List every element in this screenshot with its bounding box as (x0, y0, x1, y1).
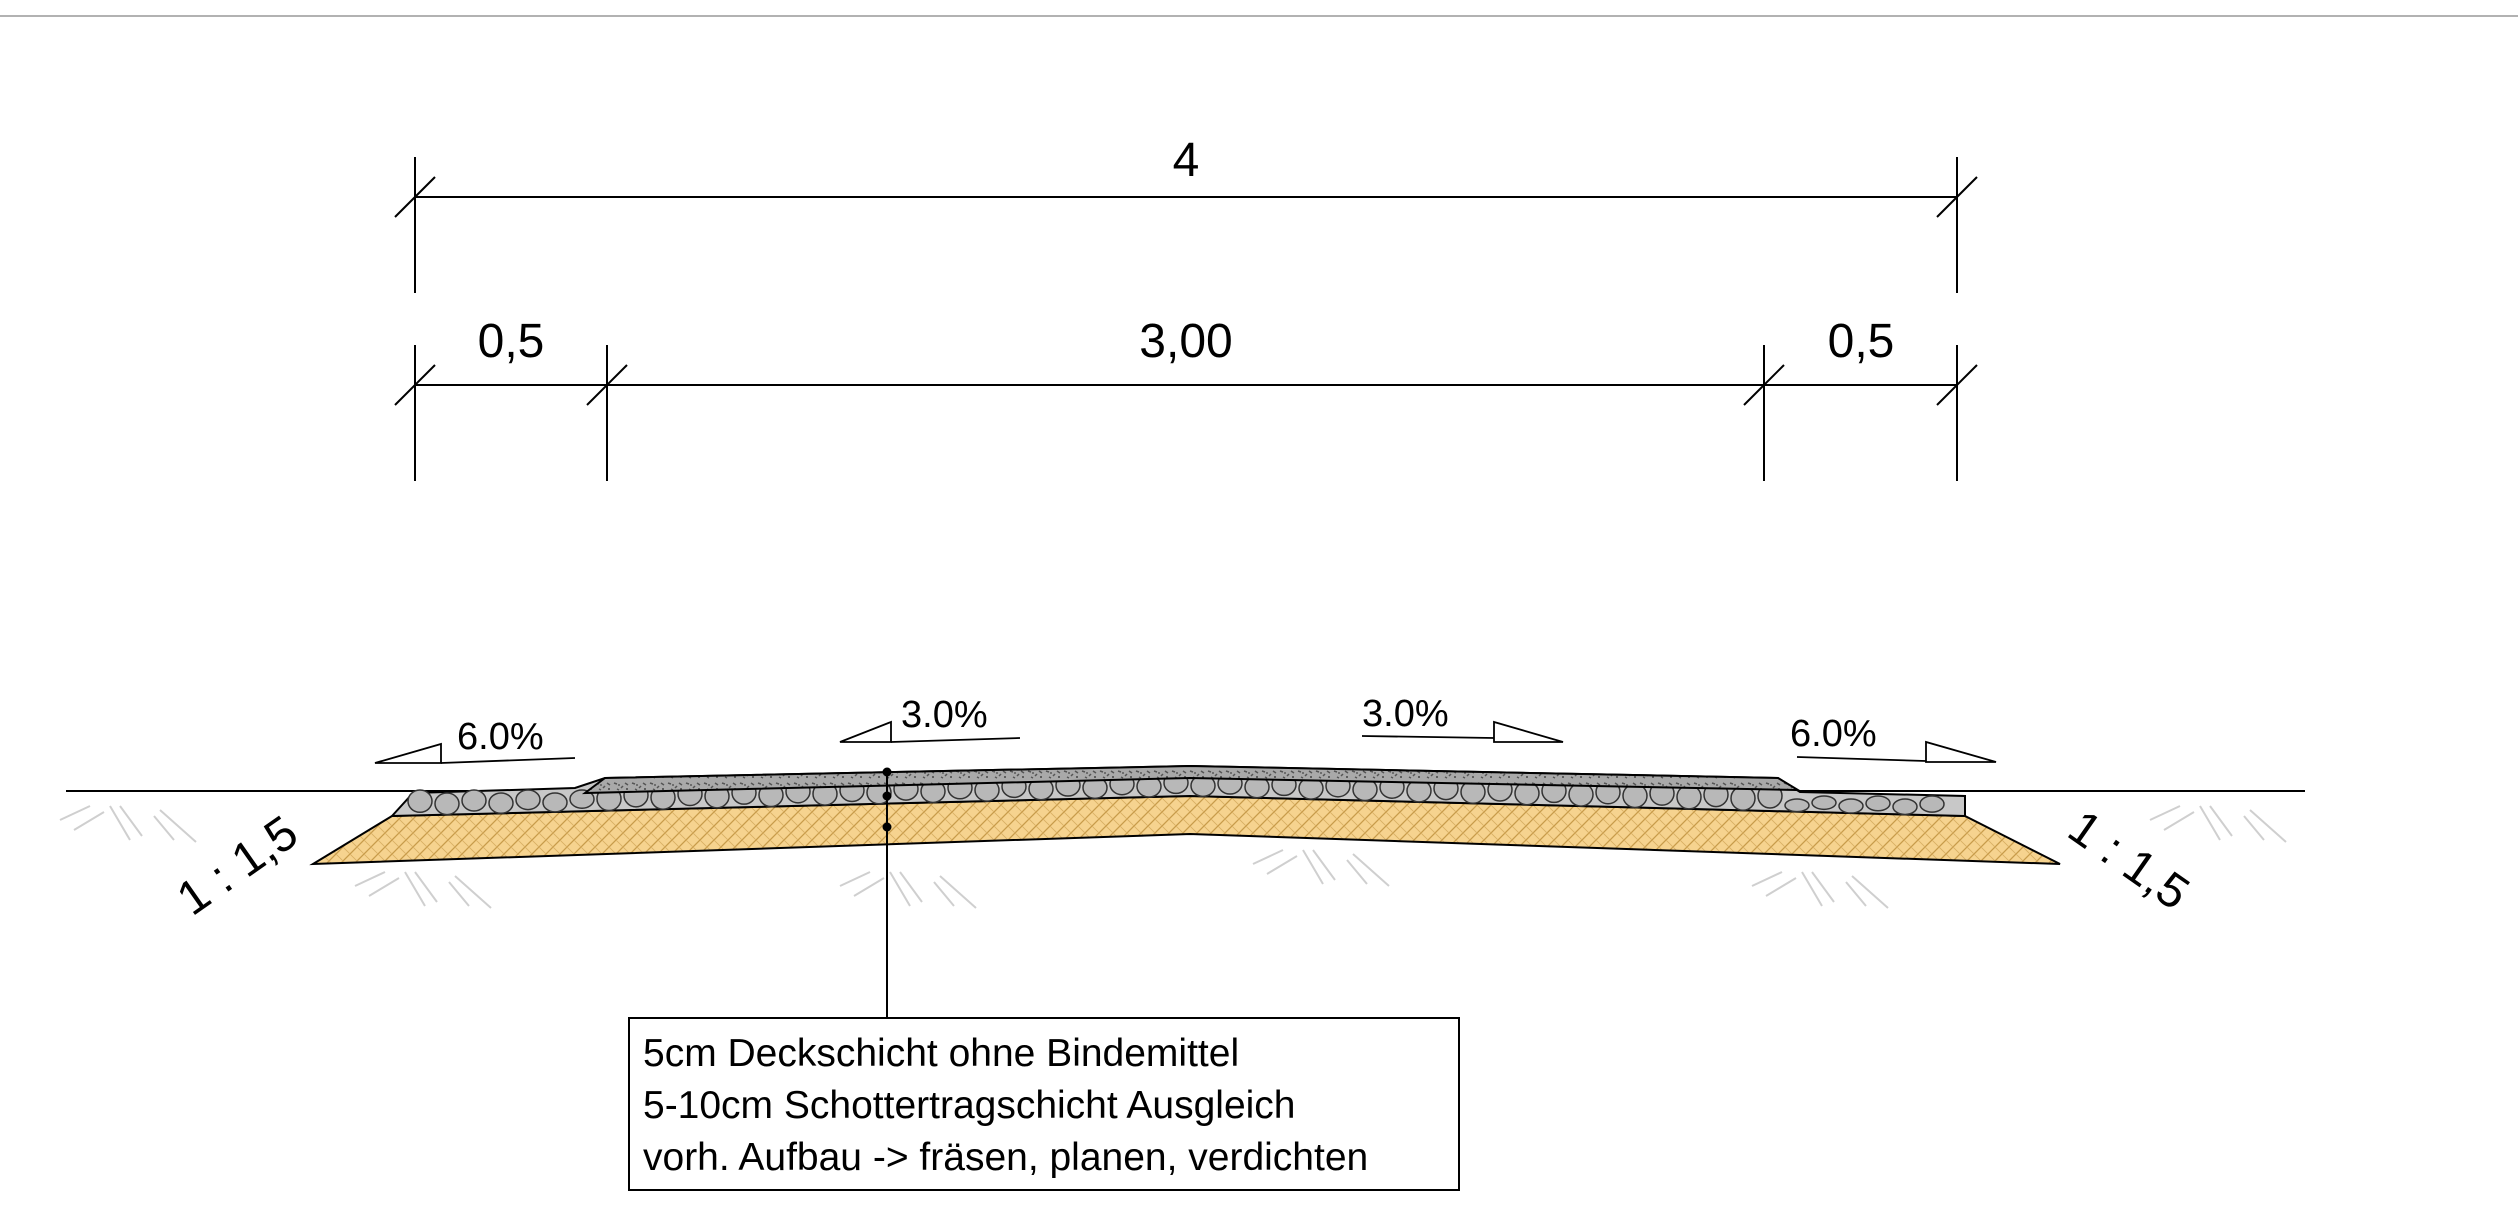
soil-hatch (59, 805, 2287, 909)
gravel-cobble (1892, 798, 1918, 816)
gravel-cobble (1865, 795, 1891, 812)
slope-right-shoulder-label: 6.0% (1790, 713, 1877, 755)
gravel-cobble (407, 789, 433, 814)
slope-indicator-left-shoulder (374, 742, 576, 764)
gravel-cobble (515, 789, 541, 811)
gravel-cobble (1811, 795, 1837, 811)
callout-line-wearing-course: 5cm Deckschicht ohne Bindemittel (643, 1032, 1239, 1075)
callout-line-gravel-base: 5-10cm Schottertragschicht Ausgleich (643, 1084, 1296, 1127)
gravel-cobble (1919, 795, 1945, 813)
dimension-left-shoulder-label: 0,5 (478, 315, 545, 368)
slope-right-carriageway-label: 3.0% (1362, 693, 1449, 735)
embankment-ratio-left: 1 : 1,5 (168, 806, 308, 926)
dimension-total (394, 157, 1978, 293)
gravel-cobble (569, 789, 595, 809)
dimension-carriageway-label: 3,00 (1139, 315, 1232, 368)
dimension-right-shoulder-label: 0,5 (1828, 315, 1895, 368)
layer-callout-box (628, 1017, 1460, 1191)
slope-left-carriageway-label: 3.0% (901, 694, 988, 736)
callout-line-existing-base: vorh. Aufbau -> fräsen, planen, verdicht… (643, 1136, 1368, 1179)
dimension-segments (394, 345, 1978, 481)
callout-leader (882, 767, 892, 1018)
slope-indicator-left-carriageway (839, 720, 1021, 743)
slope-indicator-right-carriageway (1361, 720, 1564, 743)
gravel-cobble (1784, 798, 1810, 813)
slope-indicator-right-shoulder (1796, 740, 1997, 763)
gravel-cobble (488, 792, 514, 815)
gravel-cobble (461, 789, 487, 812)
gravel-cobble (434, 792, 460, 816)
embankment-ratio-right: 1 : 1,5 (2059, 801, 2199, 921)
dimension-total-label: 4 (1173, 134, 1200, 187)
gravel-cobble (1838, 798, 1864, 814)
slope-left-shoulder-label: 6.0% (457, 716, 544, 758)
gravel-cobble (542, 792, 568, 813)
